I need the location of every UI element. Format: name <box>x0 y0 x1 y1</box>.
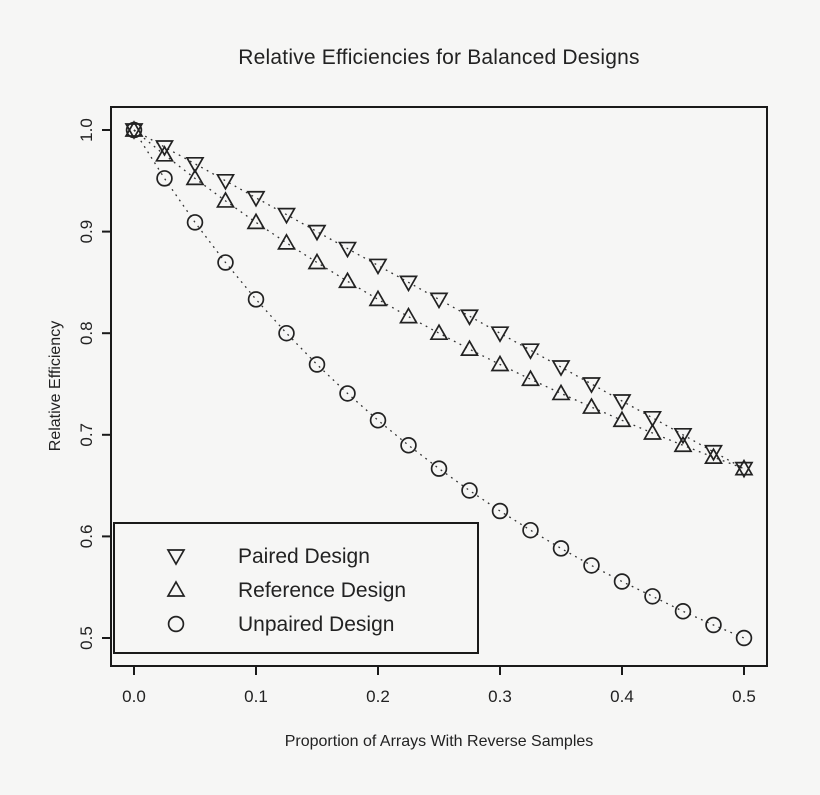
series-paired-design-marker <box>429 292 449 310</box>
x-tick-label: 0.0 <box>122 687 146 706</box>
series-reference-design-marker <box>582 397 601 414</box>
y-tick-label: 1.0 <box>77 118 96 142</box>
x-tick-label: 0.4 <box>610 687 634 706</box>
series-unpaired-design-marker <box>583 557 600 574</box>
legend-paired-design-marker <box>166 549 186 566</box>
series-paired-design-marker <box>124 123 144 140</box>
series-unpaired-design-marker <box>674 603 692 620</box>
series-paired-design-marker <box>460 309 479 326</box>
series-unpaired-design-marker <box>186 214 204 231</box>
series-unpaired-design-marker <box>247 291 265 308</box>
series-reference-design-line <box>133 129 745 470</box>
legend-paired-design-label: Paired Design <box>238 545 370 568</box>
series-paired-design-line <box>133 129 745 470</box>
series-paired-design-marker <box>368 258 388 276</box>
chart-title: Relative Efficiencies for Balanced Desig… <box>238 46 639 69</box>
series-paired-design-marker <box>185 156 205 174</box>
series-unpaired-design-marker <box>705 616 722 634</box>
series-reference-design-marker <box>551 383 571 401</box>
series-paired-design-marker <box>643 410 662 428</box>
x-tick-label: 0.1 <box>244 687 268 706</box>
legend-unpaired-design-marker <box>167 615 185 633</box>
series-reference-design-marker <box>612 410 632 428</box>
series-reference-design-marker <box>277 233 296 250</box>
series-unpaired-design-marker <box>400 437 417 454</box>
series-reference-design-marker <box>216 191 235 208</box>
series-paired-design-marker <box>734 461 754 479</box>
series-reference-design-marker <box>643 423 662 440</box>
series-paired-design-marker <box>612 394 632 411</box>
series-unpaired-design-marker <box>491 502 509 520</box>
series-unpaired-design-marker <box>552 540 570 557</box>
series-reference-design-marker <box>155 145 174 162</box>
y-tick-label: 0.6 <box>77 525 96 549</box>
series-unpaired-design-marker <box>156 170 173 187</box>
axis-ticks: 0.0 0.1 0.2 0.3 0.4 0.5 0.5 0.6 0.7 0.8 0.9 1.0 <box>77 118 756 706</box>
series-unpaired-design-marker <box>735 629 753 647</box>
x-tick-label: 0.5 <box>732 687 756 706</box>
legend-reference-design-marker <box>166 580 186 597</box>
series-unpaired-design-marker <box>522 521 539 539</box>
series-reference-design-marker <box>124 120 144 137</box>
series-unpaired-design-marker <box>125 121 143 139</box>
series-reference-design-marker <box>704 447 723 465</box>
series-unpaired-design-marker <box>369 412 387 429</box>
series-unpaired-design-marker <box>613 573 631 590</box>
series-unpaired-design-marker <box>278 324 295 342</box>
y-axis-title: Relative Efficiency <box>47 321 64 451</box>
series-reference-design-marker <box>521 369 540 387</box>
series-reference-design-marker <box>246 212 266 230</box>
series-reference-design-marker <box>185 168 205 186</box>
series-paired-design-marker <box>704 444 723 462</box>
y-tick-label: 0.5 <box>77 626 96 650</box>
series-markers <box>124 120 754 647</box>
series-reference-design-marker <box>734 458 754 476</box>
x-axis-title: Proportion of Arrays With Reverse Sample… <box>285 733 594 750</box>
series-unpaired-design-marker <box>644 588 661 605</box>
series-paired-design-marker <box>155 140 174 157</box>
series-paired-design-marker <box>673 427 693 445</box>
series-paired-design-marker <box>246 190 266 208</box>
series-unpaired-design-marker <box>217 254 234 271</box>
legend-reference-design-label: Reference Design <box>238 579 406 602</box>
series-paired-design-marker <box>277 207 296 225</box>
y-tick-label: 0.8 <box>77 321 96 345</box>
series-paired-design-marker <box>582 377 601 394</box>
series-unpaired-design-marker <box>461 482 478 499</box>
y-tick-label: 0.7 <box>77 423 96 447</box>
series-unpaired-design-marker <box>339 385 356 402</box>
series-unpaired-design-marker <box>308 356 326 373</box>
x-tick-label: 0.2 <box>366 687 390 706</box>
plot-box <box>110 106 768 667</box>
y-tick-label: 0.9 <box>77 220 96 244</box>
series-paired-design-marker <box>551 360 571 377</box>
series-reference-design-marker <box>399 306 418 324</box>
series-paired-design-marker <box>521 343 540 360</box>
series-paired-design-marker <box>338 241 357 259</box>
series-paired-design-marker <box>216 173 235 191</box>
series-reference-design-marker <box>338 271 357 289</box>
series-reference-design-marker <box>460 339 479 357</box>
series-paired-design-marker <box>307 224 327 242</box>
series-lines <box>133 129 745 639</box>
series-paired-design-marker <box>490 326 510 343</box>
series-reference-design-marker <box>368 289 388 307</box>
series-reference-design-marker <box>490 354 510 372</box>
legend: Paired Design Reference Design Unpaired De… <box>113 522 479 654</box>
x-tick-label: 0.3 <box>488 687 512 706</box>
series-reference-design-marker <box>673 435 693 453</box>
series-unpaired-design-marker <box>430 460 448 477</box>
series-reference-design-marker <box>307 252 327 270</box>
series-reference-design-marker <box>429 323 449 341</box>
series-paired-design-marker <box>399 275 418 293</box>
legend-unpaired-design-label: Unpaired Design <box>238 613 394 636</box>
